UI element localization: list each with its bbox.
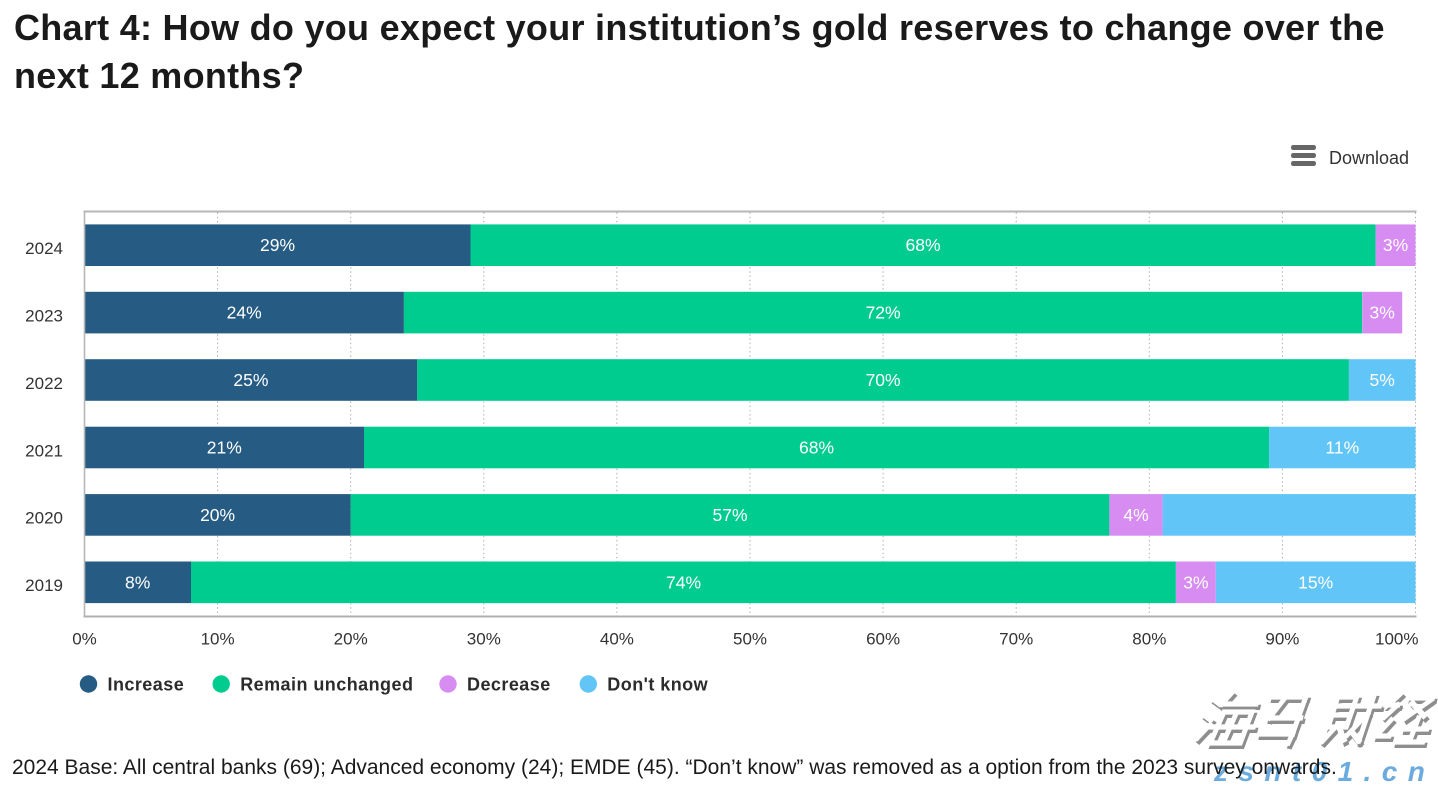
svg-text:Increase: Increase	[108, 675, 185, 695]
svg-text:2023: 2023	[25, 306, 63, 325]
svg-text:0%: 0%	[72, 630, 97, 649]
svg-text:74%: 74%	[666, 572, 701, 592]
svg-text:Don't know: Don't know	[607, 675, 708, 695]
svg-text:68%: 68%	[905, 235, 940, 255]
svg-text:2024: 2024	[25, 239, 63, 258]
svg-text:20%: 20%	[334, 630, 368, 649]
svg-text:40%: 40%	[600, 630, 634, 649]
svg-text:20%: 20%	[200, 505, 235, 525]
svg-text:3%: 3%	[1183, 572, 1208, 592]
svg-text:4%: 4%	[1123, 505, 1148, 525]
svg-text:100%: 100%	[1375, 630, 1418, 649]
svg-text:72%: 72%	[866, 303, 901, 323]
svg-text:2021: 2021	[25, 441, 63, 460]
svg-text:15%: 15%	[1298, 572, 1333, 592]
svg-text:90%: 90%	[1265, 630, 1299, 649]
svg-text:3%: 3%	[1370, 303, 1395, 323]
svg-text:21%: 21%	[207, 438, 242, 458]
svg-text:3%: 3%	[1383, 235, 1408, 255]
svg-text:80%: 80%	[1132, 630, 1166, 649]
svg-text:24%: 24%	[227, 303, 262, 323]
svg-text:70%: 70%	[999, 630, 1033, 649]
svg-text:57%: 57%	[712, 505, 747, 525]
svg-text:8%: 8%	[125, 572, 150, 592]
svg-text:11%: 11%	[1325, 438, 1359, 458]
svg-text:25%: 25%	[233, 370, 268, 390]
svg-text:Remain unchanged: Remain unchanged	[240, 675, 413, 695]
svg-text:2020: 2020	[25, 509, 63, 528]
svg-text:30%: 30%	[467, 630, 501, 649]
svg-text:60%: 60%	[866, 630, 900, 649]
svg-text:2019: 2019	[25, 576, 63, 595]
svg-text:50%: 50%	[733, 630, 767, 649]
svg-text:68%: 68%	[799, 438, 834, 458]
svg-text:Decrease: Decrease	[467, 675, 551, 695]
svg-text:5%: 5%	[1370, 370, 1395, 390]
svg-text:10%: 10%	[201, 630, 235, 649]
svg-text:70%: 70%	[866, 370, 901, 390]
svg-text:29%: 29%	[260, 235, 295, 255]
svg-text:2022: 2022	[25, 374, 63, 393]
